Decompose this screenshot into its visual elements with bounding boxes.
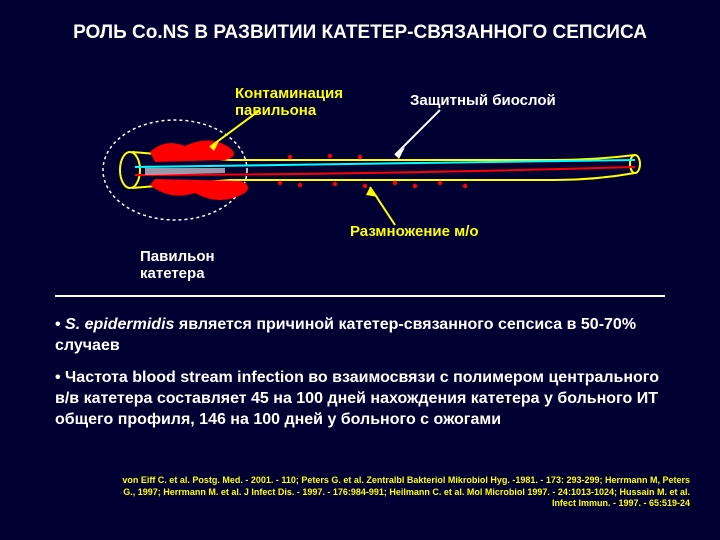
label-biofilm: Защитный биослой [410,92,556,109]
arrow-biofilm [395,110,440,155]
divider-line [55,295,665,297]
biofilm-blob-2 [150,179,248,200]
citation-text: von Eiff C. et al. Postg. Med. - 2001. -… [120,475,690,510]
label-multiplication: Размножение м/о [350,223,479,240]
bullet-2: • Частота blood stream infection во взаи… [55,368,665,430]
bullet-1: • S. epidermidis является причиной катет… [55,315,665,357]
biofilm-blob [150,140,234,162]
label-pavilion: Павильон катетера [140,248,250,282]
label-contamination: Контаминация павильона [235,85,375,119]
slide-title: РОЛЬ Co.NS В РАЗВИТИИ КАТЕТЕР-СВЯЗАННОГО… [0,22,720,44]
